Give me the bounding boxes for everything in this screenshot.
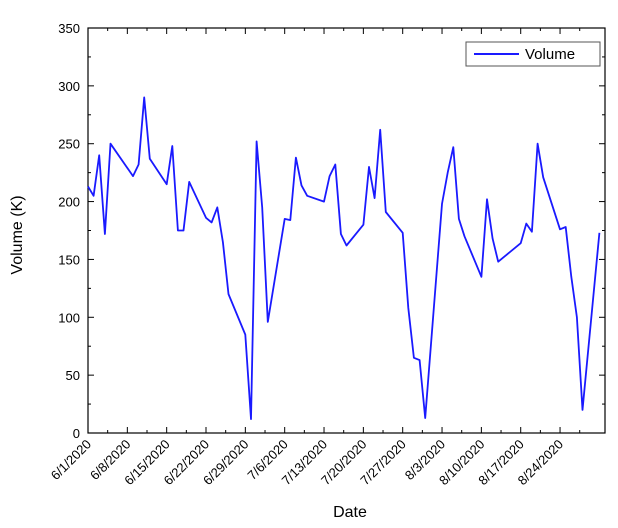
series-layer: [87, 96, 601, 421]
legend-label-volume: Volume: [525, 46, 575, 63]
y-tick-label: 350: [58, 21, 80, 36]
ticks: 0501001502002503003506/1/20206/8/20206/1…: [48, 21, 605, 488]
y-tick-label: 0: [73, 426, 80, 441]
plot-frame: [87, 27, 606, 434]
y-tick-label: 150: [58, 252, 80, 267]
y-tick-label: 200: [58, 195, 80, 210]
x-tick-label: 6/1/2020: [48, 437, 94, 483]
y-tick-label: 250: [58, 137, 80, 152]
y-tick-label: 100: [58, 310, 80, 325]
y-tick-label: 300: [58, 79, 80, 94]
y-tick-label: 50: [66, 368, 80, 383]
y-axis-title: Volume (K): [9, 195, 26, 274]
x-axis-title: Date: [333, 504, 367, 521]
legend: Volume: [465, 41, 601, 67]
axes: [87, 27, 606, 434]
series-line-volume: [87, 96, 601, 421]
